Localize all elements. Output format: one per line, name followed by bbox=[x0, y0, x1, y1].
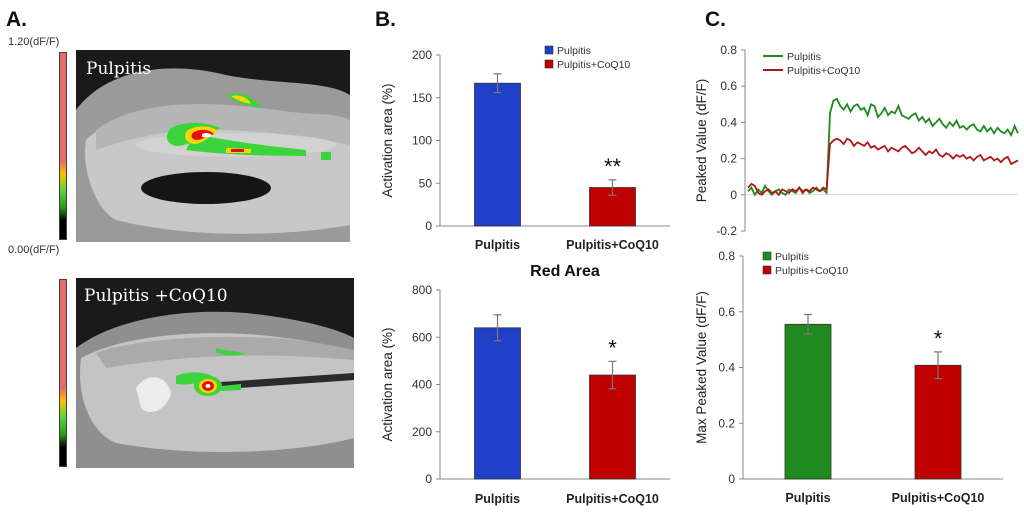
chart-title: Red Area bbox=[530, 263, 600, 280]
chart-activation-area: 0 50 100 150 200 Activation area (%) Pulpitis P… bbox=[380, 45, 670, 252]
chart-peaked-value-trace: -0.2 0 0.2 0.4 0.6 0.8 Peaked Value (dF/F) Pulp… bbox=[694, 43, 1019, 238]
legend-label: Pulpitis+CoQ10 bbox=[557, 59, 630, 71]
y-axis-label: Activation area (%) bbox=[380, 327, 395, 441]
y-tick-label: 0.6 bbox=[720, 79, 737, 93]
y-tick-label: 0 bbox=[425, 472, 432, 486]
colorbar-max-label: 1.20(dF/F) bbox=[8, 36, 60, 48]
x-tick-label: Pulpitis+CoQ10 bbox=[892, 491, 985, 505]
image-label-pulpitis-coq10: Pulpitis +CoQ10 bbox=[84, 286, 228, 306]
series-line-pulpitis-coq10 bbox=[747, 137, 1019, 197]
y-tick-label: 150 bbox=[412, 91, 432, 105]
y-tick-label: 200 bbox=[412, 48, 432, 62]
y-tick-label: 100 bbox=[412, 134, 432, 148]
legend-swatch bbox=[544, 59, 554, 69]
series-line-pulpitis bbox=[747, 97, 1019, 197]
y-tick-label: -0.2 bbox=[716, 224, 737, 238]
chart-max-peaked-value: 0 0.2 0.4 0.6 0.8 Max Peaked Value (dF/F) Pulp… bbox=[694, 249, 1003, 505]
legend-label: Pulpitis+CoQ10 bbox=[775, 265, 848, 277]
bar-pulpitis bbox=[474, 327, 521, 480]
y-tick-label: 400 bbox=[412, 378, 432, 392]
panel-c-letter: C. bbox=[705, 8, 726, 31]
legend-label: Pulpitis bbox=[557, 45, 591, 57]
legend-label: Pulpitis bbox=[775, 251, 809, 263]
legend-swatch bbox=[762, 251, 772, 261]
y-tick-label: 200 bbox=[412, 425, 432, 439]
y-tick-label: 0.2 bbox=[718, 416, 735, 430]
colorbar-top bbox=[59, 52, 67, 240]
y-tick-label: 0.6 bbox=[718, 305, 735, 319]
y-axis-label: Peaked Value (dF/F) bbox=[694, 79, 709, 203]
significance-marker: ** bbox=[604, 154, 622, 179]
x-tick-label: Pulpitis+CoQ10 bbox=[566, 492, 659, 506]
significance-marker: * bbox=[608, 335, 617, 360]
imaging-pulpitis: Pulpitis bbox=[76, 50, 350, 242]
y-tick-label: 0 bbox=[730, 188, 737, 202]
imaging-pulpitis-coq10-picture bbox=[76, 278, 354, 468]
x-tick-label: Pulpitis bbox=[475, 238, 520, 252]
y-tick-label: 600 bbox=[412, 330, 432, 344]
panel-b-letter: B. bbox=[375, 8, 396, 31]
significance-marker: * bbox=[934, 326, 943, 351]
legend-swatch bbox=[762, 265, 772, 275]
y-axis-label: Activation area (%) bbox=[380, 83, 395, 197]
y-tick-label: 50 bbox=[419, 176, 433, 190]
panel-a-letter: A. bbox=[6, 8, 27, 31]
y-tick-label: 0 bbox=[728, 472, 735, 486]
y-tick-label: 0.2 bbox=[720, 152, 737, 166]
bar-pulpitis-coq10 bbox=[914, 364, 962, 480]
colorbar-min-label: 0.00(dF/F) bbox=[8, 244, 60, 256]
legend-label: Pulpitis+CoQ10 bbox=[787, 65, 860, 77]
legend-swatch bbox=[544, 45, 554, 55]
y-tick-label: 0 bbox=[425, 219, 432, 233]
y-tick-label: 800 bbox=[412, 283, 432, 297]
x-tick-label: Pulpitis bbox=[785, 491, 830, 505]
y-tick-label: 0.8 bbox=[720, 43, 737, 57]
y-tick-label: 0.4 bbox=[718, 361, 735, 375]
legend-label: Pulpitis bbox=[787, 51, 821, 63]
imaging-pulpitis-picture bbox=[76, 50, 350, 242]
y-tick-label: 0.4 bbox=[720, 115, 737, 129]
y-tick-label: 0.8 bbox=[718, 249, 735, 263]
y-axis-label: Max Peaked Value (dF/F) bbox=[694, 291, 709, 444]
bar-pulpitis bbox=[784, 323, 832, 480]
x-tick-label: Pulpitis+CoQ10 bbox=[566, 238, 659, 252]
bar-pulpitis-coq10 bbox=[589, 374, 636, 480]
bar-pulpitis bbox=[474, 82, 521, 227]
imaging-pulpitis-coq10: Pulpitis +CoQ10 bbox=[76, 278, 354, 468]
colorbar-bottom bbox=[59, 279, 67, 467]
x-tick-label: Pulpitis bbox=[475, 492, 520, 506]
chart-red-area: 0 200 400 600 800 Activation area (%) Red Area… bbox=[380, 263, 670, 506]
image-label-pulpitis: Pulpitis bbox=[86, 59, 152, 79]
